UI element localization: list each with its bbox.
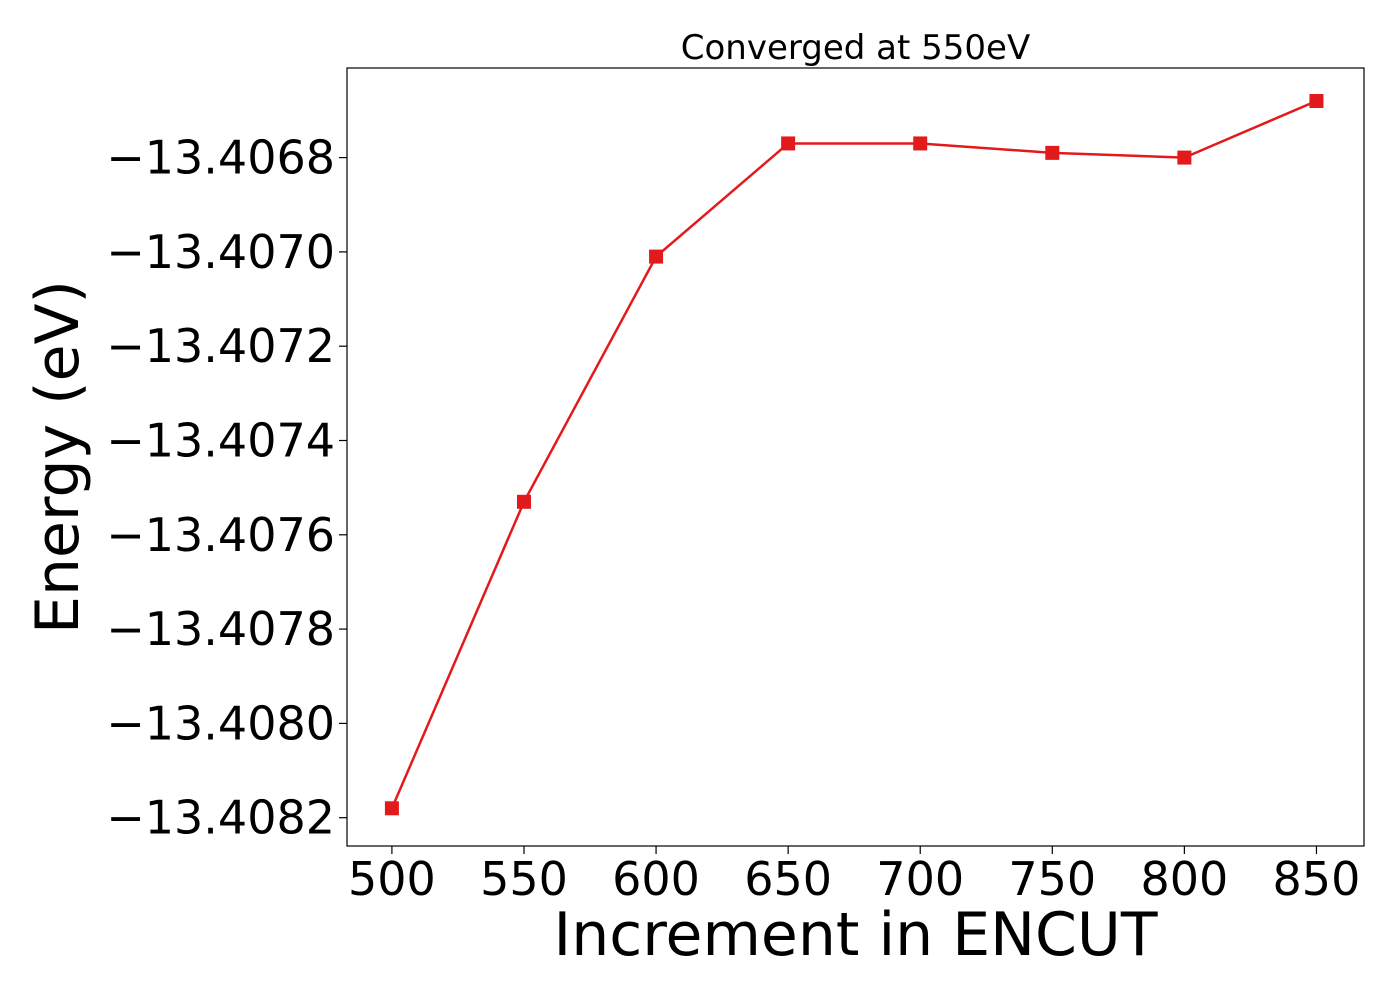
y-axis-label: Energy (eV) (23, 280, 93, 634)
x-tick-label: 650 (744, 852, 832, 906)
x-axis-label: Increment in ENCUT (554, 900, 1158, 970)
y-tick-label: −13.4076 (106, 508, 335, 562)
data-point-marker (1309, 94, 1324, 109)
x-tick-label: 600 (612, 852, 700, 906)
x-tick-label: 750 (1008, 852, 1096, 906)
data-point-marker (1177, 150, 1192, 165)
x-tick-label: 800 (1140, 852, 1228, 906)
y-tick-label: −13.4080 (106, 696, 335, 750)
plot-area-frame (346, 67, 1365, 847)
data-point-marker (781, 136, 796, 151)
x-axis-ticks: 500 550 600 650 700 750 800 850 (348, 846, 1360, 906)
chart-title: Converged at 550eV (681, 28, 1030, 68)
series-layer (384, 94, 1324, 816)
y-tick-label: −13.4072 (106, 319, 335, 373)
y-axis-ticks: −13.4068 −13.4070 −13.4072 −13.4074 −13.4076… (106, 131, 347, 845)
y-tick-label: −13.4068 (106, 131, 335, 185)
y-tick-label: −13.4070 (106, 225, 335, 279)
x-tick-label: 550 (480, 852, 568, 906)
data-point-marker (649, 249, 664, 264)
data-point-marker (516, 494, 531, 509)
data-point-marker (384, 801, 399, 816)
data-point-marker (1045, 145, 1060, 160)
data-point-marker (913, 136, 928, 151)
y-tick-label: −13.4082 (106, 791, 335, 845)
y-tick-label: −13.4078 (106, 602, 335, 656)
series-line (390, 99, 1317, 809)
x-tick-label: 500 (348, 852, 436, 906)
x-tick-label: 850 (1273, 852, 1361, 906)
y-tick-label: −13.4074 (106, 413, 335, 467)
x-tick-label: 700 (876, 852, 964, 906)
